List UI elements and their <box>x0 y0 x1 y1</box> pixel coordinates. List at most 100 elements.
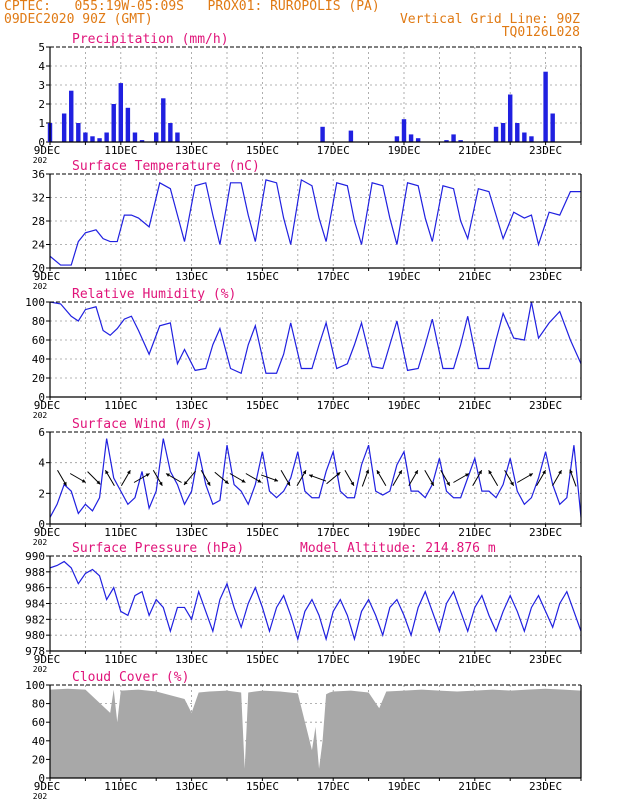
x-tick-label: 15DEC <box>246 399 279 412</box>
precip-bar <box>139 140 145 142</box>
x-year-stub: 202 <box>33 282 48 291</box>
x-tick-label: 19DEC <box>387 399 420 412</box>
cloud-cover-area <box>50 688 581 778</box>
y-tick-label: 0 <box>38 136 45 149</box>
wind-direction-arrow <box>440 469 451 487</box>
wind-direction-arrow <box>517 473 534 483</box>
x-tick-label: 19DEC <box>387 526 420 539</box>
x-tick-label: 15DEC <box>246 780 279 793</box>
precip-bar <box>394 136 400 142</box>
precip-bar <box>500 123 506 142</box>
chart-panel-2: 20 24 28 32 36 9DEC 11DEC 13DEC 15DEC 17DEC 19DEC 2… <box>32 159 582 291</box>
precip-bar <box>161 98 166 142</box>
x-tick-label: 11DEC <box>104 399 137 412</box>
precip-bar <box>444 140 449 142</box>
header-run-date: 09DEC2020 90Z (GMT) <box>4 12 153 27</box>
x-tick-label: 9DEC <box>34 144 61 157</box>
wind-direction-arrow <box>308 474 327 482</box>
y-tick-label: 982 <box>25 613 45 626</box>
precip-bar <box>61 113 67 142</box>
x-tick-label: 23DEC <box>529 780 562 793</box>
chart-panel-5: 978 980 982 984 986 988 990 9DEC 11DEC 13DEC 15DEC… <box>25 541 582 674</box>
precip-bar <box>348 130 354 142</box>
chart-panel-1: 0 1 2 3 4 5 9DEC 11DEC 13DEC 15DEC 17DEC 19DEC 21DEC… <box>33 32 582 165</box>
y-tick-label: 20 <box>32 372 45 385</box>
precip-bar <box>515 123 520 142</box>
x-tick-label: 23DEC <box>529 144 562 157</box>
wind-direction-arrow <box>260 474 279 482</box>
panel-title: Cloud Cover (%) <box>72 670 189 685</box>
x-tick-label: 11DEC <box>104 526 137 539</box>
header-grid-line-info: Vertical Grid Line: 90Z <box>399 12 580 27</box>
x-tick-label: 13DEC <box>175 653 208 666</box>
x-tick-label: 17DEC <box>317 270 350 283</box>
wind-direction-arrow <box>361 469 370 487</box>
x-tick-label: 13DEC <box>175 399 208 412</box>
precip-bar <box>111 104 116 142</box>
wind-direction-arrow <box>152 469 163 487</box>
y-tick-label: 36 <box>32 168 45 181</box>
precip-bar <box>451 134 456 142</box>
precip-bar <box>401 119 407 142</box>
y-tick-label: 4 <box>38 60 45 73</box>
x-tick-label: 21DEC <box>458 526 491 539</box>
precip-bar <box>493 126 499 142</box>
y-tick-label: 2 <box>38 98 45 111</box>
y-tick-label: 986 <box>25 582 45 595</box>
precip-bar <box>69 90 74 142</box>
y-tick-label: 6 <box>38 426 45 439</box>
precip-bar <box>550 113 555 142</box>
y-tick-label: 5 <box>38 41 45 54</box>
wind-direction-arrow <box>104 469 115 487</box>
y-tick-label: 24 <box>32 239 46 252</box>
y-tick-label: 3 <box>38 79 45 92</box>
x-tick-label: 23DEC <box>529 270 562 283</box>
wind-direction-arrow <box>280 469 291 487</box>
panel-title: Surface Wind (m/s) <box>72 417 213 432</box>
precip-bar <box>320 126 325 142</box>
panel-title: Precipitation (mm/h) <box>72 32 229 47</box>
y-tick-label: 0 <box>38 518 45 531</box>
x-tick-label: 15DEC <box>246 653 279 666</box>
y-tick-label: 60 <box>32 716 45 729</box>
x-tick-label: 13DEC <box>175 780 208 793</box>
series-line <box>49 178 581 266</box>
x-tick-label: 9DEC <box>34 526 61 539</box>
chart-panel-3: 0 20 40 60 80 100 9DEC 11DEC 13DEC 15DEC 17DEC 19DE… <box>25 287 582 420</box>
chart-panel-6: 0 20 40 60 80 100 9DEC 11DEC 13DEC 15DEC 17DEC 19DE… <box>25 670 582 800</box>
x-tick-label: 23DEC <box>529 399 562 412</box>
wind-direction-arrow <box>552 469 562 487</box>
x-tick-label: 9DEC <box>34 399 61 412</box>
y-tick-label: 4 <box>38 457 45 470</box>
x-year-stub: 202 <box>33 792 48 800</box>
wind-direction-arrow <box>69 473 87 483</box>
precip-bar <box>125 107 131 142</box>
model-altitude-annotation: Model Altitude: 214.876 m <box>300 541 496 556</box>
precip-bar <box>507 94 513 142</box>
x-tick-label: 15DEC <box>246 526 279 539</box>
panel-title: Surface Pressure (hPa) <box>72 541 244 556</box>
wind-direction-arrow <box>165 473 182 483</box>
wind-direction-arrow <box>229 473 246 483</box>
wind-direction-arrow <box>120 469 131 487</box>
precip-bar <box>522 132 527 142</box>
y-tick-label: 990 <box>25 550 45 563</box>
y-tick-label: 978 <box>25 645 45 658</box>
wind-direction-arrow <box>200 469 211 487</box>
header-station-line: CPTEC: 055:19W-05:09S PROX01: RUROPOLIS … <box>4 0 380 14</box>
wind-direction-arrow <box>453 473 470 483</box>
precip-bar <box>76 123 81 142</box>
x-tick-label: 21DEC <box>458 270 491 283</box>
wind-direction-arrow <box>296 469 307 487</box>
x-tick-label: 17DEC <box>317 780 350 793</box>
x-tick-label: 17DEC <box>317 653 350 666</box>
y-tick-label: 984 <box>25 598 45 611</box>
y-tick-label: 988 <box>25 566 45 579</box>
x-tick-label: 21DEC <box>458 144 491 157</box>
wind-direction-arrow <box>57 469 67 487</box>
y-tick-label: 20 <box>32 753 45 766</box>
x-tick-label: 21DEC <box>458 399 491 412</box>
x-tick-label: 11DEC <box>104 780 137 793</box>
precip-bar <box>153 132 159 142</box>
